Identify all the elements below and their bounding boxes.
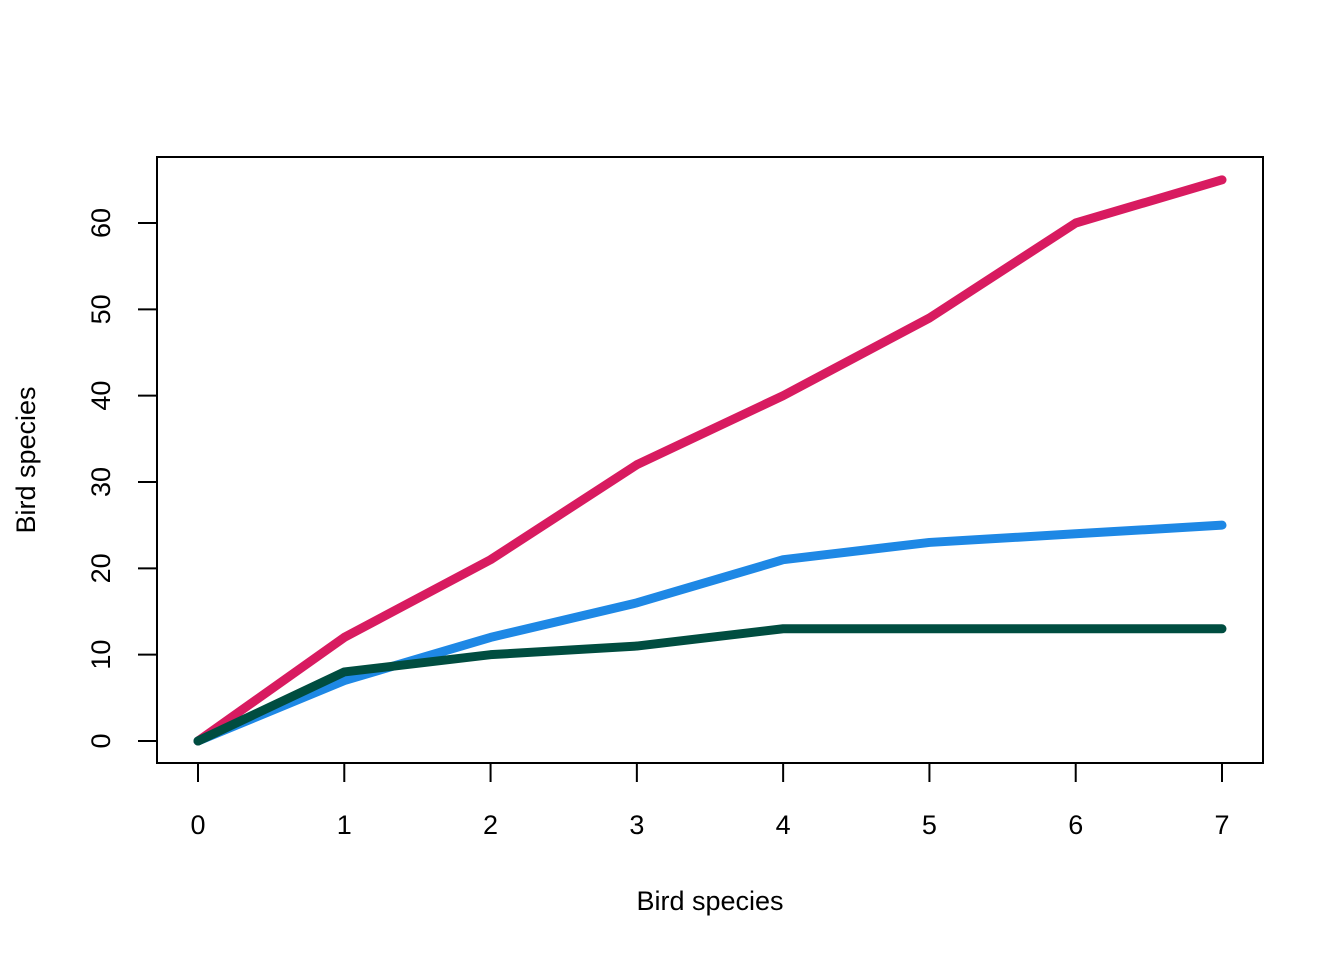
y-tick-label: 40 [86, 381, 116, 411]
x-tick-label: 3 [629, 810, 644, 840]
x-tick-label: 6 [1068, 810, 1083, 840]
series-line-1 [193, 175, 1227, 746]
y-tick-label: 10 [86, 640, 116, 670]
x-tick-label: 2 [483, 810, 498, 840]
plot-frame [156, 156, 1264, 764]
y-tick-label: 0 [86, 733, 116, 748]
series-layer [193, 175, 1227, 746]
x-axis: 0 1 2 3 4 5 6 7 [190, 762, 1230, 840]
x-tick-label: 5 [922, 810, 937, 840]
x-axis-title: Bird species [636, 886, 783, 916]
y-tick-label: 20 [86, 553, 116, 583]
y-tick-label: 50 [86, 294, 116, 324]
y-tick-label: 60 [86, 208, 116, 238]
series-line-3 [193, 624, 1227, 746]
x-tick-label: 0 [190, 810, 205, 840]
y-tick-label: 30 [86, 467, 116, 497]
y-axis: 0 10 20 30 40 50 60 [86, 208, 158, 749]
y-axis-title: Bird species [11, 386, 41, 533]
x-tick-label: 4 [776, 810, 791, 840]
x-tick-label: 7 [1214, 810, 1229, 840]
x-tick-label: 1 [337, 810, 352, 840]
